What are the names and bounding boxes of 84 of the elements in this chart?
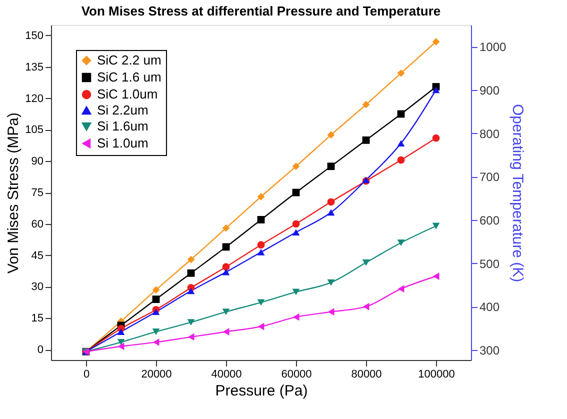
point: [188, 333, 194, 341]
legend-label: Si 2.2um: [97, 102, 148, 118]
point: [398, 285, 404, 293]
point: [327, 131, 335, 139]
y-tick-label: 60: [31, 218, 44, 230]
legend-label: Si 1.6um: [97, 118, 148, 134]
x-tick-label: 20000: [141, 368, 172, 380]
point: [222, 243, 230, 251]
y2-tick-label: 800: [480, 126, 500, 141]
y2-tick-label: 300: [480, 344, 500, 358]
y-tick-label: 0: [37, 344, 44, 356]
legend-label: SiC 2.2 um: [97, 52, 162, 68]
y2-tick-label: 700: [480, 170, 500, 184]
y2-tick-label: 400: [480, 300, 500, 314]
x-tick-label: 80000: [351, 368, 382, 380]
point: [152, 308, 160, 316]
point: [187, 319, 195, 326]
point: [328, 308, 334, 316]
point: [257, 248, 265, 256]
point: [222, 263, 230, 271]
point: [327, 198, 335, 206]
point: [397, 240, 405, 246]
point: [117, 328, 125, 335]
y-axis-title: Von Mises Stress (MPa): [5, 112, 22, 274]
y2-tick-label: 1000: [480, 40, 507, 54]
point: [362, 259, 370, 266]
point: [222, 308, 230, 316]
legend-label: Si 1.0um: [97, 136, 148, 150]
point: [117, 338, 125, 346]
point: [292, 313, 300, 321]
point: [432, 134, 440, 142]
point: [292, 229, 300, 236]
point: [187, 269, 195, 277]
point: [397, 156, 405, 164]
y-tick-label: 75: [31, 187, 44, 199]
y-tick-label: 15: [31, 312, 44, 325]
x-tick-label: 0: [83, 368, 90, 380]
point: [257, 192, 265, 200]
point: [257, 299, 265, 306]
legend-label: SiC 1.6 um: [97, 70, 162, 84]
point: [257, 241, 265, 249]
point: [362, 136, 370, 144]
point: [152, 338, 160, 346]
point: [222, 268, 230, 276]
point: [327, 209, 335, 216]
chart-title: Von Mises Stress at differential Pressure and Temperature: [81, 3, 441, 18]
point: [432, 272, 440, 280]
point: [432, 222, 440, 230]
point: [222, 328, 230, 336]
point: [222, 224, 230, 232]
point: [397, 69, 405, 77]
y-tick-label: 135: [25, 61, 44, 74]
y2-tick-label: 500: [480, 256, 500, 271]
point: [118, 342, 124, 350]
y-tick-label: 120: [25, 92, 44, 105]
point: [362, 302, 370, 310]
point: [187, 256, 195, 264]
point: [292, 220, 300, 228]
point: [152, 286, 160, 294]
y-tick-label: 90: [31, 156, 44, 168]
point: [432, 86, 440, 94]
point: [152, 328, 160, 335]
point: [257, 216, 265, 224]
y2-axis-title: Operating Temperature (K): [509, 104, 526, 282]
point: [187, 288, 195, 294]
y-tick-label: 30: [31, 281, 44, 294]
y-tick-label: 45: [31, 250, 44, 262]
point: [327, 162, 335, 170]
point: [292, 162, 300, 170]
x-tick-label: 100000: [418, 368, 455, 380]
x-tick-label: 40000: [211, 368, 242, 380]
point: [397, 140, 405, 147]
point: [292, 288, 300, 296]
y2-tick-label: 600: [480, 214, 500, 228]
y2-tick-label: 900: [480, 84, 500, 98]
point: [327, 279, 335, 286]
point: [152, 296, 160, 303]
y-tick-label: 150: [25, 30, 44, 42]
point: [362, 100, 370, 108]
legend-label: SiC 1.0um: [97, 86, 158, 102]
x-axis-title: Pressure (Pa): [215, 382, 308, 400]
point: [258, 322, 264, 330]
x-tick-label: 60000: [281, 368, 312, 380]
y-tick-label: 105: [25, 124, 44, 136]
